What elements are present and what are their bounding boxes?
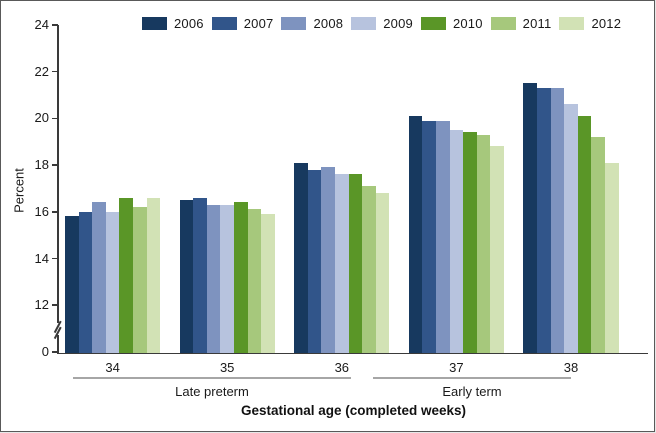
y-tick-mark	[52, 164, 58, 166]
y-tick-mark	[52, 351, 58, 353]
bar-2007-week-37	[422, 120, 436, 353]
legend-swatch-icon	[420, 17, 446, 30]
legend-year-label: 2006	[174, 16, 204, 31]
y-tick-mark	[52, 24, 58, 26]
legend-swatch-icon	[281, 17, 307, 30]
y-tick-label: 24	[34, 17, 49, 32]
legend-year-label: 2007	[243, 16, 274, 31]
legend-swatch-icon	[490, 17, 516, 30]
bar-2007-week-38	[537, 88, 551, 353]
x-axis-baseline	[57, 352, 648, 354]
x-category-label-36: 36	[334, 360, 350, 375]
x-category-label-38: 38	[563, 360, 579, 375]
y-tick-mark	[52, 117, 58, 120]
y-tick-mark	[52, 257, 58, 260]
bar-2009-week-38	[564, 104, 578, 353]
bracket-label: Early term	[442, 384, 502, 399]
y-tick-label: 22	[34, 63, 49, 79]
bar-2010-week-35	[234, 202, 248, 353]
y-tick-mark	[52, 70, 58, 73]
y-axis-line	[57, 25, 59, 354]
bar-2009-week-34	[105, 211, 120, 353]
legend-item-2010: 2010	[420, 16, 483, 31]
chart-legend: 2006 2007 2008 2009 2010 2011 2012	[142, 16, 621, 31]
bar-2010-week-36	[348, 174, 363, 353]
x-category-label-37: 37	[449, 360, 464, 375]
bracket-label: Late preterm	[175, 384, 249, 399]
bar-2011-week-38	[591, 137, 605, 353]
legend-item-2006: 2006	[142, 16, 204, 31]
bar-2011-week-35	[247, 209, 262, 353]
bar-2006-week-37	[408, 116, 423, 353]
bar-2011-week-34	[133, 207, 147, 353]
bar-2007-week-35	[193, 197, 207, 353]
bracket-line	[73, 377, 351, 379]
legend-year-label: 2008	[313, 16, 344, 31]
legend-item-2009: 2009	[351, 16, 413, 31]
legend-swatch-icon	[211, 17, 237, 30]
bar-2012-week-38	[605, 162, 619, 353]
bar-2008-week-34	[92, 202, 106, 353]
legend-year-label: 2012	[591, 16, 622, 31]
legend-year-label: 2010	[452, 16, 483, 31]
bar-2006-week-38	[523, 83, 537, 353]
bar-2008-week-35	[206, 204, 221, 353]
bar-2006-week-35	[179, 200, 194, 353]
legend-swatch-icon	[142, 17, 167, 30]
bracket-line	[373, 377, 571, 379]
bar-2009-week-37	[449, 130, 464, 353]
bar-2011-week-37	[476, 134, 491, 353]
bar-2010-week-34	[119, 197, 133, 353]
bar-2010-week-38	[577, 116, 592, 353]
y-tick-label: 18	[34, 157, 49, 173]
legend-item-2011: 2011	[490, 16, 552, 31]
legend-year-label: 2011	[522, 16, 552, 31]
legend-item-2008: 2008	[281, 16, 343, 31]
y-tick-label: 20	[34, 110, 49, 126]
legend-year-label: 2009	[383, 16, 413, 31]
bar-2006-week-36	[294, 162, 308, 353]
y-axis-title: Percent	[11, 168, 27, 213]
y-tick-label: 0	[41, 344, 49, 359]
bar-2012-week-36	[375, 193, 390, 353]
bar-2010-week-37	[463, 132, 477, 353]
y-tick-label: 14	[34, 250, 49, 266]
bar-2012-week-35	[261, 214, 275, 353]
legend-item-2007: 2007	[211, 16, 274, 31]
y-tick-mark	[52, 304, 58, 306]
bar-2009-week-35	[220, 204, 234, 353]
legend-swatch-icon	[559, 17, 585, 30]
bar-2009-week-36	[335, 174, 349, 353]
legend-swatch-icon	[351, 17, 377, 30]
bar-2007-week-34	[78, 211, 93, 353]
y-tick-label: 12	[34, 297, 49, 313]
legend-item-2012: 2012	[559, 16, 621, 31]
bar-2008-week-38	[550, 88, 565, 353]
bar-2012-week-37	[490, 146, 504, 353]
bar-2008-week-37	[436, 120, 450, 353]
bar-2012-week-34	[146, 197, 161, 353]
x-category-label-35: 35	[219, 360, 235, 375]
bar-2011-week-36	[362, 186, 376, 353]
x-axis-title: Gestational age (completed weeks)	[240, 403, 467, 418]
bar-2006-week-34	[65, 216, 79, 353]
x-category-label-34: 34	[105, 360, 120, 375]
y-tick-label: 16	[34, 203, 49, 219]
bar-2008-week-36	[321, 167, 335, 353]
y-tick-mark	[52, 211, 58, 213]
bar-2007-week-36	[307, 169, 322, 353]
